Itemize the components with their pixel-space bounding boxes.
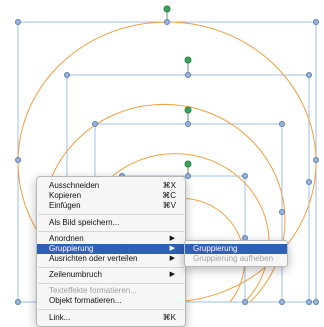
resize-handle[interactable]	[185, 72, 191, 78]
menu-separator	[38, 283, 184, 284]
submenu-arrow-icon: ▶	[169, 255, 175, 262]
menu-item-format-object[interactable]: Objekt formatieren...	[37, 296, 185, 306]
shortcut-label: ⌘C	[162, 191, 176, 200]
resize-handle[interactable]	[313, 19, 319, 25]
resize-handle[interactable]	[306, 72, 312, 78]
menu-item-label: Objekt formatieren...	[49, 296, 122, 305]
menu-item-label: Ausschneiden	[49, 181, 100, 190]
menu-separator	[38, 267, 184, 268]
resize-handle[interactable]	[242, 173, 248, 179]
resize-handle[interactable]	[64, 72, 70, 78]
resize-handle[interactable]	[313, 299, 319, 305]
menu-item-label: Texteffekte formatieren...	[49, 286, 137, 295]
resize-handle[interactable]	[306, 179, 312, 185]
menu-separator	[38, 231, 184, 232]
menu-separator	[38, 214, 184, 215]
resize-handle[interactable]	[15, 299, 21, 305]
menu-item-paste[interactable]: Einfügen ⌘V	[37, 201, 185, 211]
resize-handle[interactable]	[92, 121, 98, 127]
resize-handle[interactable]	[313, 157, 319, 163]
submenu-item-ungroup[interactable]: Gruppierung aufheben	[185, 254, 287, 264]
group-submenu: Gruppierung Gruppierung aufheben	[184, 240, 288, 267]
rotate-handle[interactable]	[184, 160, 192, 168]
resize-handle[interactable]	[306, 299, 312, 305]
shortcut-label: ⌘X	[162, 181, 176, 190]
resize-handle[interactable]	[185, 121, 191, 127]
context-menu: Ausschneiden ⌘X Kopieren ⌘C Einfügen ⌘V …	[36, 176, 186, 327]
menu-separator	[38, 309, 184, 310]
menu-item-arrange[interactable]: Anordnen ▶	[37, 234, 185, 244]
menu-item-save-as-image[interactable]: Als Bild speichern...	[37, 218, 185, 228]
menu-item-label: Zeilenumbruch	[49, 270, 102, 279]
menu-item-copy[interactable]: Kopieren ⌘C	[37, 191, 185, 201]
submenu-arrow-icon: ▶	[169, 245, 175, 252]
menu-item-link[interactable]: Link... ⌘K	[37, 313, 185, 323]
resize-handle[interactable]	[279, 299, 285, 305]
resize-handle[interactable]	[279, 209, 285, 215]
menu-item-label: Gruppierung aufheben	[193, 254, 274, 263]
shortcut-label: ⌘K	[162, 313, 176, 322]
shortcut-label: ⌘V	[162, 201, 176, 210]
menu-item-label: Anordnen	[49, 234, 84, 243]
menu-item-label: Einfügen	[49, 201, 81, 210]
menu-item-text-effects[interactable]: Texteffekte formatieren...	[37, 286, 185, 296]
resize-handle[interactable]	[185, 173, 191, 179]
rotate-handle[interactable]	[184, 106, 192, 114]
resize-handle[interactable]	[15, 157, 21, 163]
menu-item-label: Gruppierung	[193, 244, 238, 253]
resize-handle[interactable]	[242, 299, 248, 305]
menu-item-label: Link...	[49, 313, 71, 322]
menu-item-label: Kopieren	[49, 191, 82, 200]
menu-item-align-distribute[interactable]: Ausrichten oder verteilen ▶	[37, 254, 185, 264]
resize-handle[interactable]	[164, 19, 170, 25]
menu-item-label: Als Bild speichern...	[49, 218, 120, 227]
menu-item-line-break[interactable]: Zeilenumbruch ▶	[37, 270, 185, 280]
menu-item-group[interactable]: Gruppierung ▶	[37, 244, 185, 254]
menu-item-cut[interactable]: Ausschneiden ⌘X	[37, 181, 185, 191]
menu-item-label: Ausrichten oder verteilen	[49, 254, 138, 263]
rotate-handle[interactable]	[184, 56, 192, 64]
menu-item-label: Gruppierung	[49, 244, 94, 253]
submenu-arrow-icon: ▶	[169, 235, 175, 242]
submenu-item-group[interactable]: Gruppierung	[185, 244, 287, 254]
resize-handle[interactable]	[15, 19, 21, 25]
rotate-handle[interactable]	[163, 5, 171, 13]
resize-handle[interactable]	[279, 121, 285, 127]
submenu-arrow-icon: ▶	[169, 271, 175, 278]
